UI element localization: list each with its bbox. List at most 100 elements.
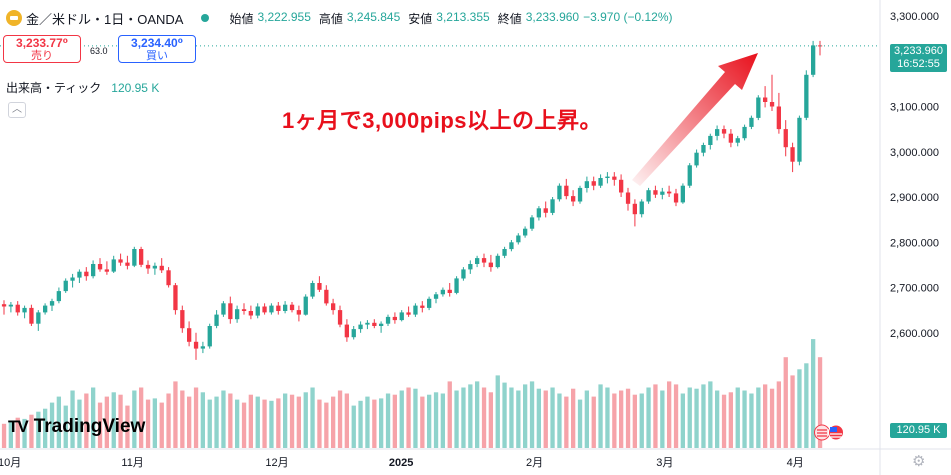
candle-body	[392, 316, 397, 321]
candle-body	[276, 305, 281, 311]
volume-bar	[680, 393, 685, 448]
candle-body	[77, 271, 82, 278]
price-tick-label: 3,000.000	[890, 147, 939, 159]
candle-body	[708, 135, 713, 145]
volume-bar	[440, 393, 445, 448]
candle-body	[159, 265, 164, 271]
candle-body	[721, 129, 727, 134]
candle-body	[289, 304, 295, 311]
tradingview-logo-icon: TV	[8, 417, 29, 436]
volume-bar	[488, 392, 493, 448]
tradingview-logo[interactable]: TV TradingView	[8, 416, 145, 438]
annotation-arrow	[632, 53, 758, 186]
candle-body	[804, 74, 809, 118]
volume-bar	[159, 402, 164, 448]
volume-bar	[365, 396, 370, 448]
candle-body	[132, 249, 137, 266]
candle-body	[673, 193, 679, 203]
volume-bar	[701, 384, 706, 448]
volume-bar	[571, 388, 576, 448]
volume-bar	[317, 399, 322, 448]
candle-body	[701, 145, 706, 153]
time-tick-label: 3月	[656, 457, 673, 469]
candle-body	[111, 259, 116, 272]
price-tick-label: 2,600.000	[890, 328, 939, 340]
volume-bar	[289, 394, 295, 448]
time-tick-label: 2025	[389, 457, 413, 469]
volume-bar	[811, 339, 816, 448]
volume-bar	[509, 387, 514, 448]
candle-body	[687, 165, 692, 186]
candle-body	[680, 185, 685, 203]
ohlc-values: 始値 3,222.955 高値 3,245.845 安値 3,213.355 終値 3,…	[229, 9, 673, 26]
candle-body	[221, 303, 226, 315]
volume-bar	[392, 394, 397, 448]
time-tick-label: 2月	[526, 457, 543, 469]
candle-body	[447, 289, 452, 293]
candle-body	[166, 270, 171, 286]
candle-body	[399, 312, 404, 321]
volume-legend: 出来高・ティック 120.95 K	[6, 79, 159, 96]
us-market-icon[interactable]	[812, 424, 846, 441]
candle-body	[427, 298, 432, 308]
candle-body	[200, 346, 205, 349]
candle-body	[187, 328, 192, 342]
candle-body	[262, 306, 267, 313]
volume-bar	[495, 375, 500, 448]
candle-body	[571, 196, 576, 202]
volume-bar	[790, 375, 795, 448]
volume-bar	[372, 399, 377, 448]
volume-bar	[605, 387, 610, 448]
volume-bar	[536, 388, 541, 448]
sell-button[interactable]: 3,233.77⁰ 売り	[3, 35, 81, 63]
candle-body	[454, 278, 459, 293]
volume-bar	[193, 387, 199, 448]
candle-body	[475, 258, 480, 264]
volume-bar	[118, 394, 123, 448]
candle-body	[303, 296, 308, 315]
volume-bar	[8, 420, 13, 448]
candle-body	[536, 208, 541, 218]
candle-body	[118, 259, 123, 263]
candle-body	[543, 208, 548, 213]
volume-bar	[248, 394, 253, 448]
price-tick-label: 2,800.000	[890, 237, 939, 249]
candle-body	[351, 329, 356, 338]
volume-bar	[276, 398, 281, 448]
candle-body	[255, 306, 260, 316]
candle-body	[139, 249, 144, 265]
volume-bar	[523, 384, 528, 448]
candle-body	[8, 304, 13, 307]
spread-value: 63.0	[90, 46, 108, 56]
time-tick-label: 11月	[121, 457, 143, 469]
settings-gear-icon[interactable]: ⚙	[912, 453, 926, 470]
candle-body	[783, 129, 788, 148]
candle-body	[173, 285, 178, 311]
candle-body	[43, 305, 48, 313]
volume-bar	[797, 369, 802, 448]
last-price: 3,233.960	[894, 45, 943, 57]
candle-body	[358, 324, 363, 330]
candle-body	[310, 283, 315, 297]
candle-body	[763, 97, 768, 102]
sell-label: 売り	[31, 50, 53, 62]
volume-bar	[173, 381, 178, 448]
candle-body	[344, 324, 349, 338]
candle-body	[241, 309, 247, 311]
time-tick-label: 12月	[265, 457, 288, 469]
candle-body	[612, 176, 617, 180]
collapse-legend-icon[interactable]: ︿	[8, 102, 26, 118]
candle-body	[413, 305, 418, 315]
volume-bar	[646, 387, 651, 448]
volume-bar	[564, 396, 569, 448]
candle-body	[557, 185, 562, 200]
buy-button[interactable]: 3,234.40⁰ 買い	[118, 35, 196, 63]
bar-countdown: 16:52:55	[897, 58, 940, 70]
candle-body	[36, 312, 41, 324]
volume-bar	[132, 390, 137, 448]
candle-body	[207, 326, 212, 347]
candle-body	[756, 97, 761, 118]
candle-body	[440, 289, 445, 295]
symbol-title[interactable]: 金／米ドル・1日・OANDA	[26, 11, 184, 27]
